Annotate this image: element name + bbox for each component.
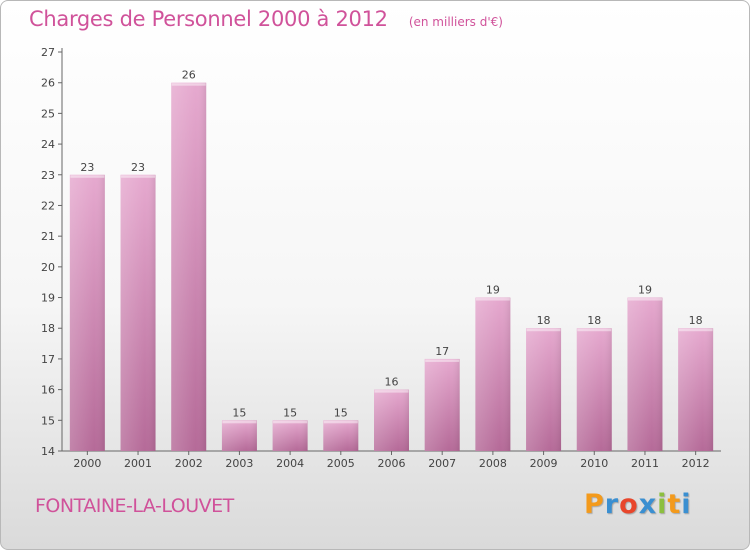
y-tick-label: 16: [41, 384, 55, 397]
y-tick-label: 22: [41, 199, 55, 212]
bar-value-label: 18: [689, 314, 703, 327]
y-tick-label: 18: [41, 322, 55, 335]
bar-highlight: [577, 328, 612, 332]
bar-value-label: 17: [435, 345, 449, 358]
bar-highlight: [121, 175, 156, 178]
bar-highlight: [323, 420, 358, 424]
bar-shade: [323, 420, 359, 451]
bar-shade: [576, 328, 612, 451]
x-tick-label: 2011: [631, 457, 659, 470]
y-tick-label: 23: [41, 169, 55, 182]
bar-value-label: 18: [587, 314, 601, 327]
x-tick-label: 2001: [124, 457, 152, 470]
bar-value-label: 15: [232, 406, 246, 419]
bar-value-label: 19: [638, 284, 652, 297]
bar-shade: [69, 174, 105, 451]
bar-shade: [475, 297, 511, 451]
bar-value-label: 26: [182, 69, 196, 82]
bar-shade: [374, 389, 409, 451]
x-tick-label: 2006: [378, 457, 406, 470]
bar-value-label: 19: [486, 284, 500, 297]
bar-shade: [526, 328, 562, 451]
bar-highlight: [171, 83, 206, 86]
logo-letter: o: [619, 489, 639, 520]
logo-letter: P: [584, 489, 605, 520]
y-tick-label: 17: [41, 353, 55, 366]
bar-value-label: 23: [80, 161, 94, 174]
x-tick-label: 2010: [580, 457, 608, 470]
logo-letter: i: [657, 489, 668, 520]
commune-name: FONTAINE-LA-LOUVET: [35, 495, 234, 517]
bar-value-label: 16: [385, 376, 399, 389]
logo-letter: r: [604, 489, 620, 520]
bar-shade: [171, 82, 207, 451]
x-tick-label: 2000: [73, 457, 101, 470]
proxiti-logo: Proxiti: [584, 489, 692, 520]
bar-shade: [120, 174, 156, 451]
bar-highlight: [273, 420, 308, 424]
title-row: Charges de Personnel 2000 à 2012 (en mil…: [29, 7, 503, 31]
x-tick-label: 2008: [479, 457, 507, 470]
bar-value-label: 15: [283, 406, 297, 419]
bar-highlight: [475, 298, 510, 301]
y-tick-label: 20: [41, 261, 55, 274]
x-tick-label: 2007: [428, 457, 456, 470]
bar-highlight: [222, 420, 257, 424]
bar-highlight: [425, 359, 460, 362]
bar-highlight: [627, 298, 662, 301]
bar-shade: [678, 328, 714, 451]
bar-highlight: [526, 328, 561, 332]
x-tick-label: 2005: [327, 457, 355, 470]
chart-title: Charges de Personnel 2000 à 2012: [29, 7, 388, 31]
y-tick-label: 27: [41, 46, 55, 59]
bar-shade: [424, 358, 460, 451]
y-tick-label: 26: [41, 77, 55, 90]
bar-highlight: [678, 328, 713, 332]
x-tick-label: 2002: [175, 457, 203, 470]
y-tick-label: 19: [41, 292, 55, 305]
y-tick-label: 21: [41, 230, 55, 243]
bar-highlight: [374, 390, 409, 393]
bar-shade: [221, 420, 257, 451]
y-tick-label: 25: [41, 107, 55, 120]
bar-value-label: 15: [334, 406, 348, 419]
bar-shade: [627, 297, 663, 451]
logo-letter: i: [681, 489, 692, 520]
y-tick-label: 24: [41, 138, 55, 151]
bar-shade: [272, 420, 308, 451]
logo-letter: x: [638, 489, 658, 520]
bar-value-label: 18: [537, 314, 551, 327]
y-tick-label: 15: [41, 414, 55, 427]
x-tick-label: 2003: [225, 457, 253, 470]
chart-subtitle: (en milliers d'€): [408, 15, 503, 29]
y-tick-label: 14: [41, 445, 55, 458]
bar-value-label: 23: [131, 161, 145, 174]
x-tick-label: 2004: [276, 457, 304, 470]
x-tick-label: 2012: [682, 457, 710, 470]
x-tick-label: 2009: [530, 457, 558, 470]
bar-highlight: [70, 175, 105, 178]
logo-letter: t: [667, 489, 682, 520]
